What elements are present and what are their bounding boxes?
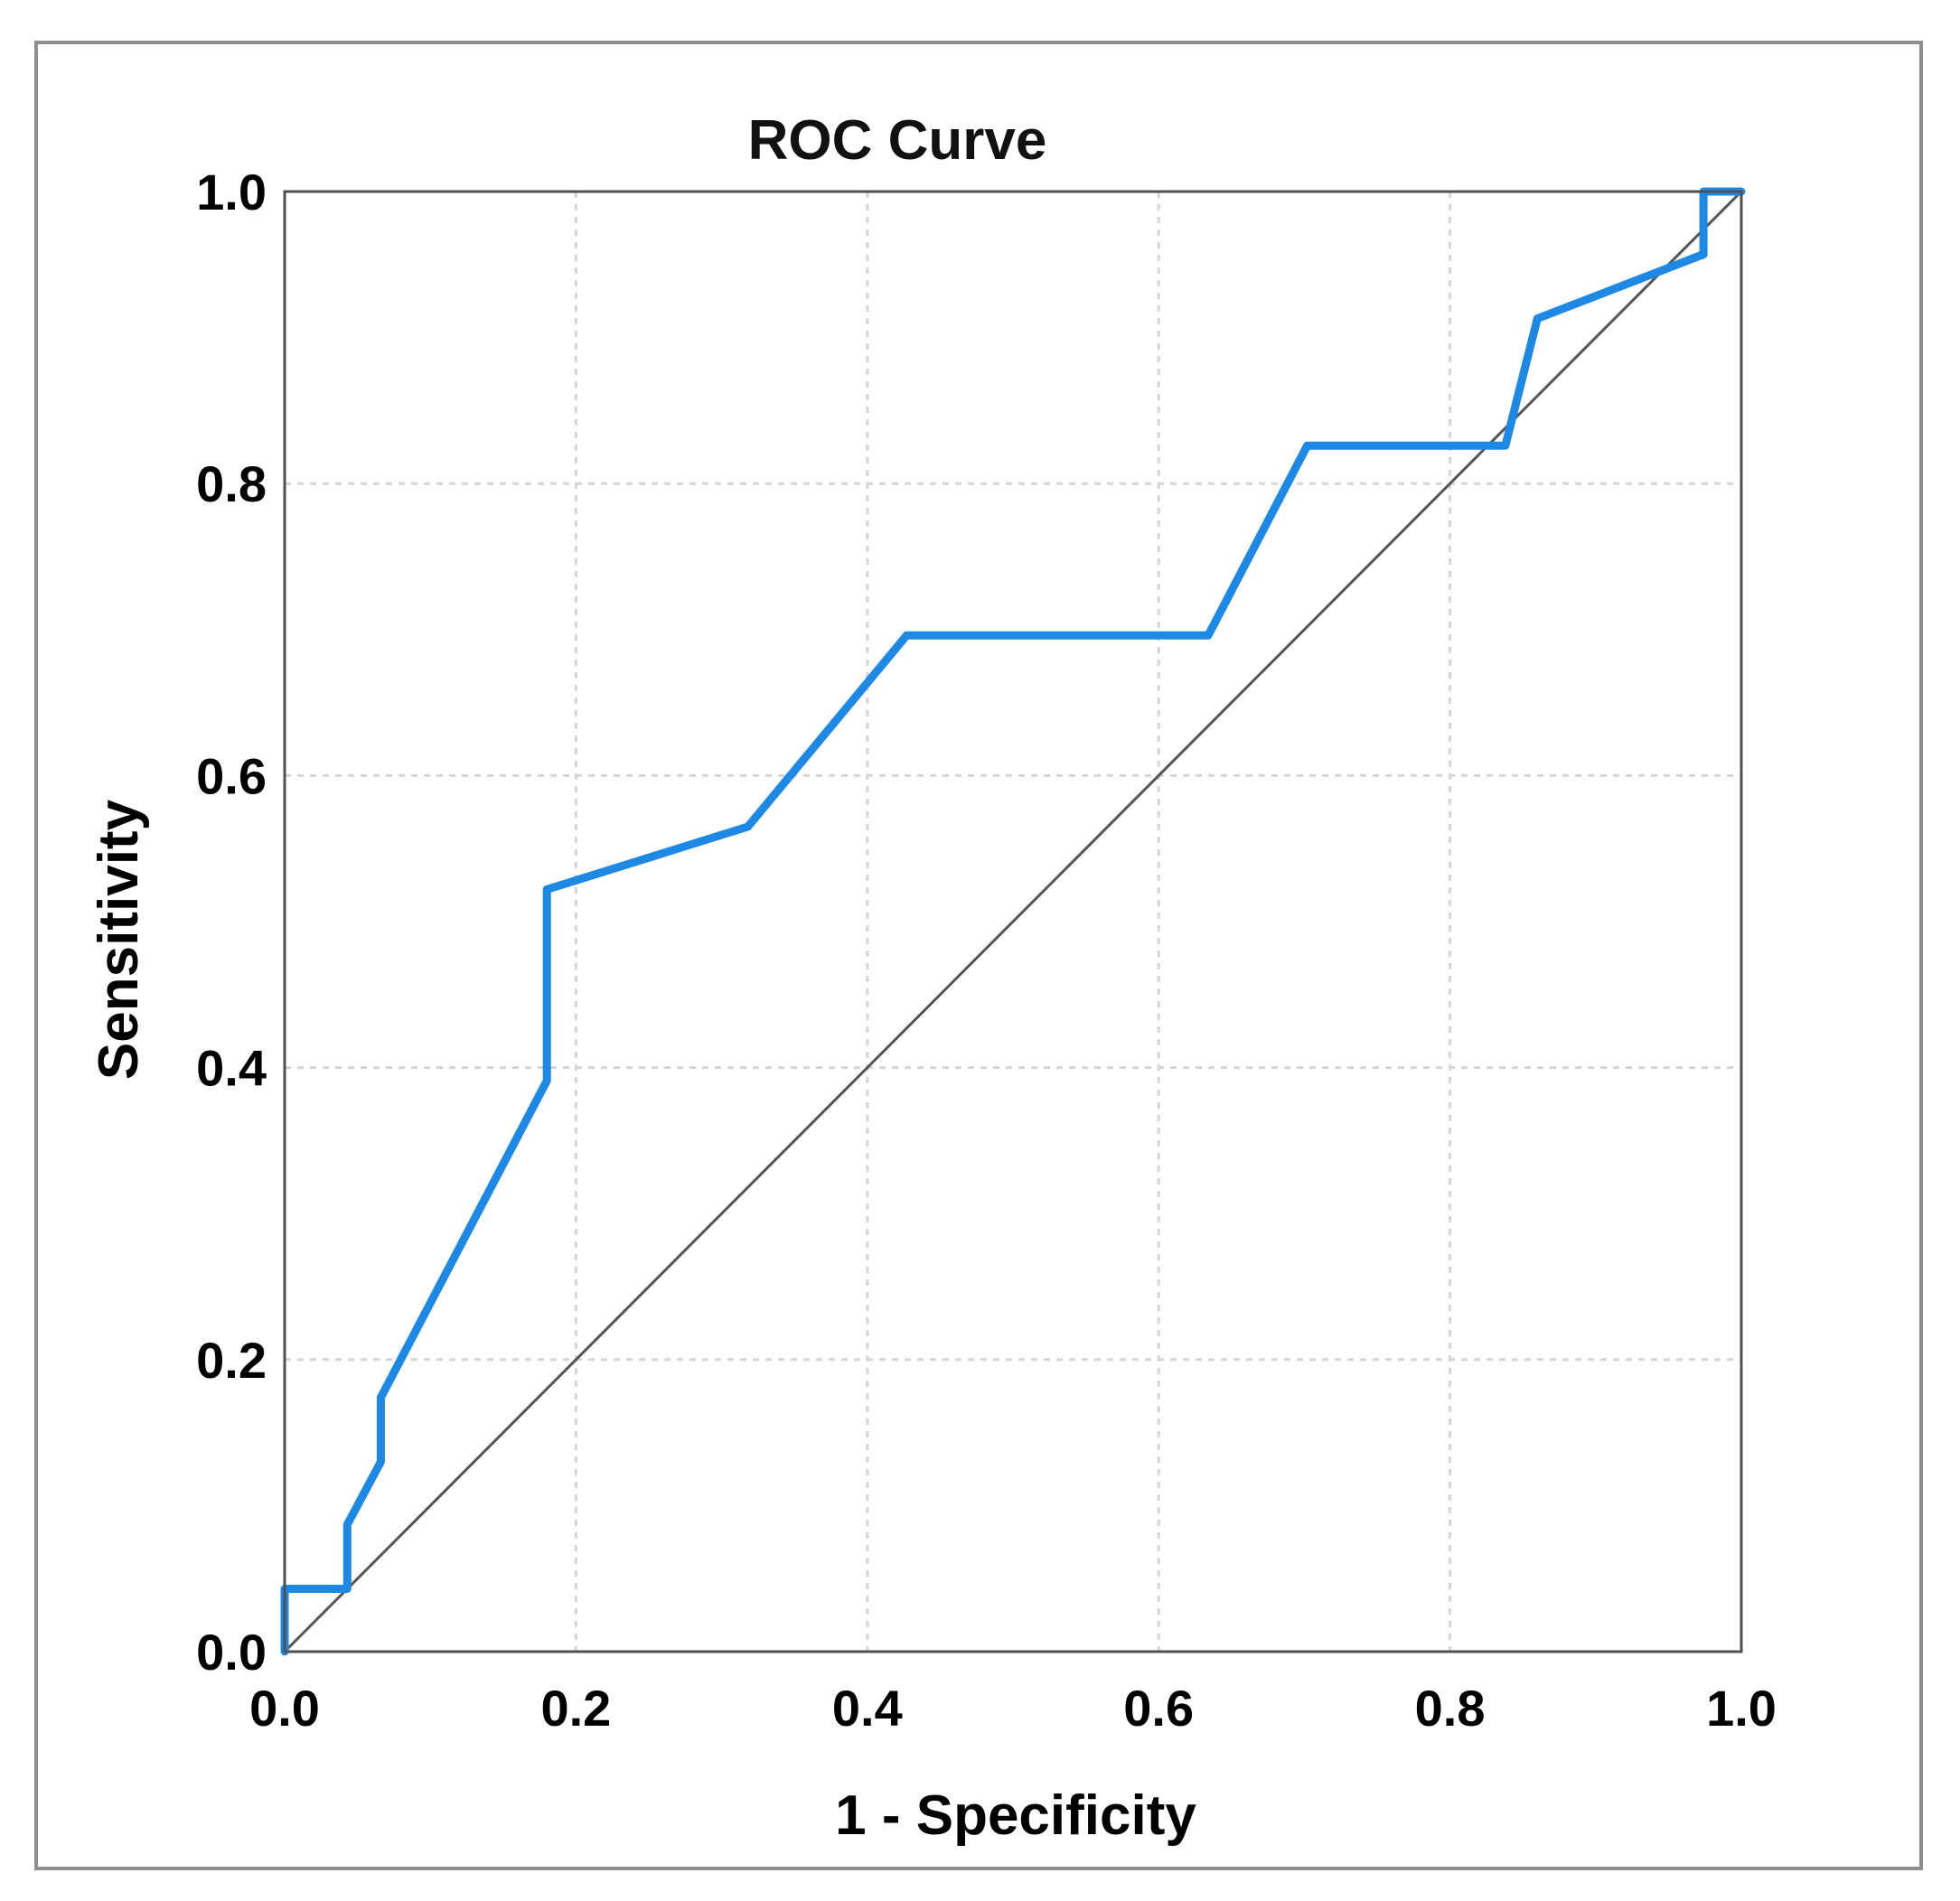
y-tick-label-1: 0.2 [196, 1332, 267, 1389]
plot-area-border [283, 190, 1743, 1653]
x-tick-labels: 0.0 0.2 0.4 0.6 0.8 1.0 [249, 1680, 1777, 1737]
reference-line-layer [283, 190, 1743, 1653]
roc-curve-line [280, 187, 1746, 1656]
chart-title: ROC Curve [748, 109, 1047, 172]
x-axis-label: 1 - Specificity [835, 1784, 1196, 1847]
y-tick-label-0: 0.0 [196, 1624, 267, 1681]
x-tick-label-3: 0.6 [1123, 1680, 1194, 1737]
x-tick-label-0: 0.0 [249, 1680, 320, 1737]
y-tick-label-4: 0.8 [196, 455, 267, 512]
x-tick-label-2: 0.4 [832, 1680, 903, 1737]
x-tick-label-1: 0.2 [540, 1680, 611, 1737]
y-tick-labels: 0.0 0.2 0.4 0.6 0.8 1.0 [196, 164, 267, 1681]
x-tick-label-5: 1.0 [1706, 1680, 1777, 1737]
grid-lines [285, 192, 1741, 1652]
y-tick-label-5: 1.0 [196, 164, 267, 220]
y-tick-label-3: 0.6 [196, 747, 267, 804]
x-tick-label-4: 0.8 [1415, 1680, 1486, 1737]
y-axis-label: Sensitivity [88, 799, 150, 1080]
y-tick-label-2: 0.4 [196, 1040, 267, 1097]
reference-line [283, 190, 1743, 1653]
roc-line-layer [280, 187, 1746, 1656]
axes-frame-layer [283, 190, 1743, 1653]
